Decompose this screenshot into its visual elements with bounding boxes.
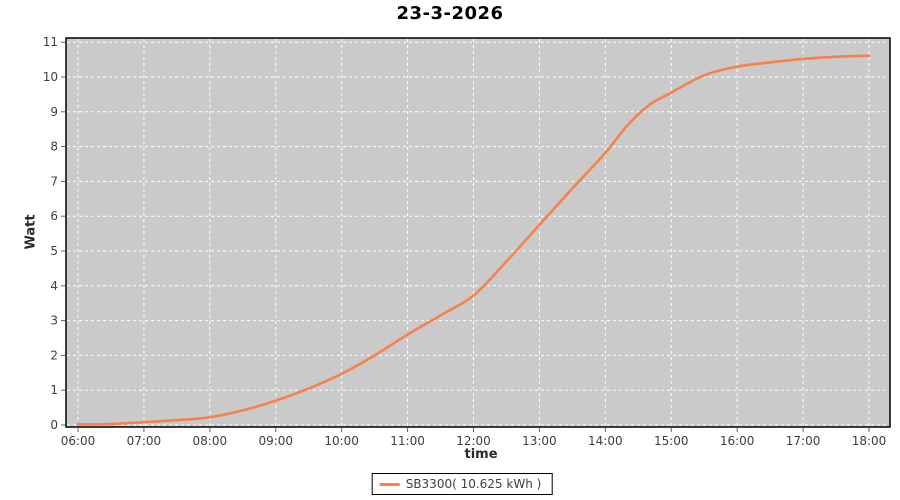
y-tick-label: 5 xyxy=(50,244,58,258)
y-tick-label: 1 xyxy=(50,383,58,397)
x-tick-label: 11:00 xyxy=(390,434,425,448)
plot-background xyxy=(65,37,891,428)
x-tick-label: 06:00 xyxy=(61,434,96,448)
x-tick-label: 10:00 xyxy=(324,434,359,448)
y-axis-title: Watt xyxy=(23,214,39,250)
x-tick-label: 13:00 xyxy=(522,434,557,448)
y-tick-label: 2 xyxy=(50,348,58,362)
x-axis-title: time xyxy=(464,447,498,462)
x-tick-label: 09:00 xyxy=(258,434,293,448)
x-tick-label: 17:00 xyxy=(786,434,821,448)
x-tick-label: 08:00 xyxy=(193,434,228,448)
series-line xyxy=(76,54,871,426)
y-tick-label: 4 xyxy=(50,279,58,293)
chart-title: 23-3-2026 xyxy=(396,3,504,24)
x-tick-label: 14:00 xyxy=(588,434,623,448)
legend-line-swatch xyxy=(379,482,400,486)
x-tick-label: 16:00 xyxy=(720,434,755,448)
y-tick-label: 9 xyxy=(50,105,58,119)
y-tick-label: 7 xyxy=(50,174,58,188)
x-tick-label: 15:00 xyxy=(654,434,689,448)
y-tick-label: 10 xyxy=(43,70,58,84)
x-tick-label: 18:00 xyxy=(852,434,887,448)
y-tick-label: 8 xyxy=(50,140,58,154)
x-tick-label: 12:00 xyxy=(456,434,491,448)
y-tick-label: 11 xyxy=(43,35,58,49)
y-tick-label: 6 xyxy=(50,209,58,223)
y-tick-label: 3 xyxy=(50,314,58,328)
legend-label: SB3300( 10.625 kWh ) xyxy=(405,477,542,491)
legend: SB3300( 10.625 kWh ) xyxy=(371,473,553,495)
x-tick-label: 07:00 xyxy=(127,434,162,448)
y-tick-label: 0 xyxy=(50,418,58,432)
